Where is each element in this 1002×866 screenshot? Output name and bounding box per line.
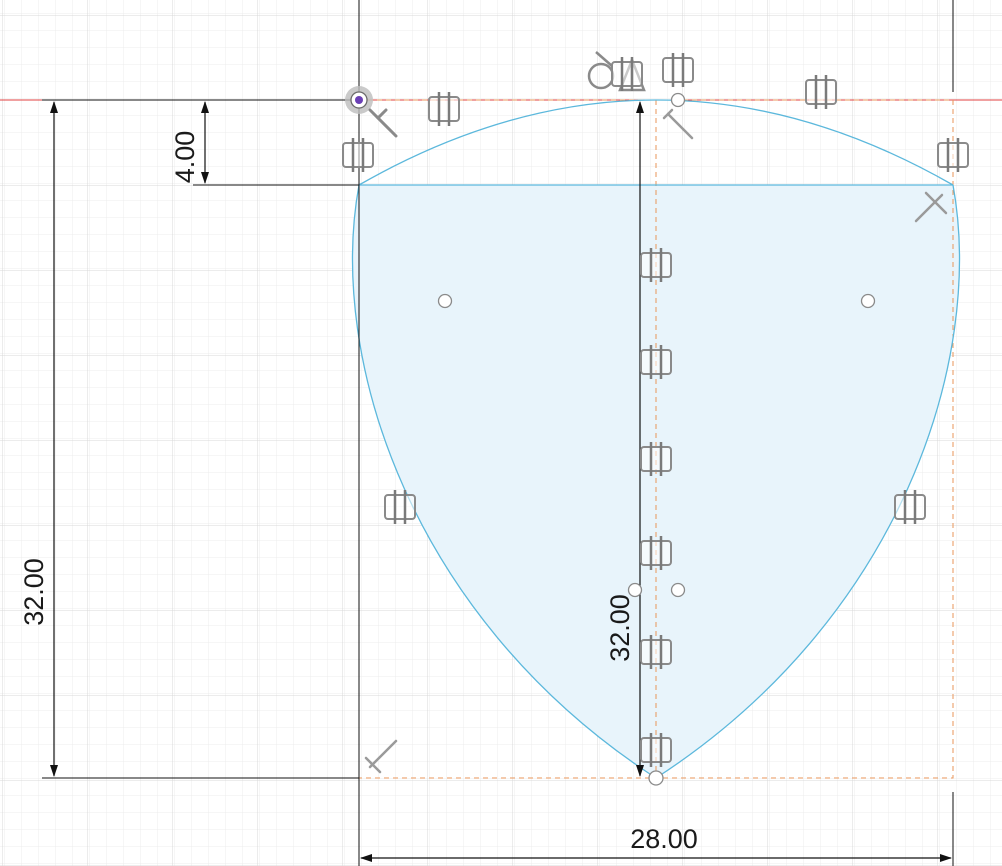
parallel-constraint-icon[interactable] [805,75,837,109]
parallel-constraint-icon[interactable] [640,536,672,570]
left-height-dimension-label[interactable]: 32.00 [19,558,49,626]
parallel-constraint-icon[interactable] [937,138,969,172]
parallel-constraint-icon[interactable] [611,57,643,91]
bottom-tip-point[interactable] [648,770,664,786]
midline-point-left[interactable] [627,582,643,598]
parallel-constraint-icon[interactable] [640,635,672,669]
midline-point-right[interactable] [670,582,686,598]
parallel-constraint-icon[interactable] [428,92,460,126]
right-side-arc[interactable] [655,184,961,779]
parallel-constraint-icon[interactable] [640,442,672,476]
parallel-constraint-icon[interactable] [640,733,672,767]
width-dimension-label[interactable]: 28.00 [630,824,698,854]
left-side-arc[interactable] [351,184,657,779]
parallel-constraint-icon[interactable] [384,490,416,524]
tangent-icon[interactable] [368,108,398,138]
tangent-icon[interactable] [662,108,694,140]
top-arc[interactable] [358,99,954,186]
parallel-constraint-icon[interactable] [640,248,672,282]
center-height-dimension-label[interactable]: 32.00 [605,594,635,662]
top-apex-point[interactable] [670,92,686,108]
parallel-constraint-icon[interactable] [894,490,926,524]
tangent-icon[interactable] [914,191,948,223]
offset-dimension-label[interactable]: 4.00 [170,131,200,184]
arc-center-point-right[interactable] [860,293,876,309]
arc-center-point-left[interactable] [437,293,453,309]
origin-point[interactable] [345,86,373,114]
parallel-constraint-icon[interactable] [342,138,374,172]
perpendicular-icon[interactable] [364,739,398,774]
parallel-constraint-icon[interactable] [662,53,694,87]
parallel-constraint-icon[interactable] [640,345,672,379]
